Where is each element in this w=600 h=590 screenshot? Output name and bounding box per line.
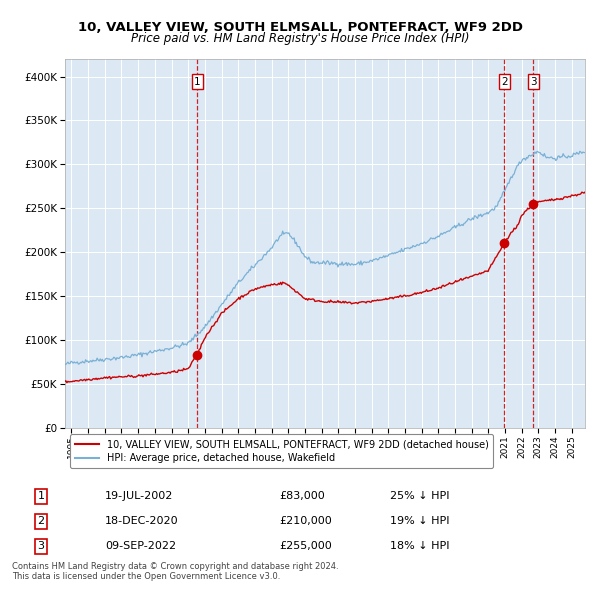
Text: 25% ↓ HPI: 25% ↓ HPI (391, 491, 450, 502)
Text: 10, VALLEY VIEW, SOUTH ELMSALL, PONTEFRACT, WF9 2DD: 10, VALLEY VIEW, SOUTH ELMSALL, PONTEFRA… (77, 21, 523, 34)
Text: Price paid vs. HM Land Registry's House Price Index (HPI): Price paid vs. HM Land Registry's House … (131, 32, 469, 45)
Text: 19% ↓ HPI: 19% ↓ HPI (391, 516, 450, 526)
Text: 3: 3 (38, 542, 44, 552)
Text: 1: 1 (38, 491, 44, 502)
Text: 2: 2 (501, 77, 508, 87)
Text: 1: 1 (194, 77, 200, 87)
Text: 19-JUL-2002: 19-JUL-2002 (105, 491, 173, 502)
Text: 3: 3 (530, 77, 536, 87)
Text: 2: 2 (38, 516, 44, 526)
Text: 18% ↓ HPI: 18% ↓ HPI (391, 542, 450, 552)
Text: £255,000: £255,000 (280, 542, 332, 552)
Legend: 10, VALLEY VIEW, SOUTH ELMSALL, PONTEFRACT, WF9 2DD (detached house), HPI: Avera: 10, VALLEY VIEW, SOUTH ELMSALL, PONTEFRA… (70, 434, 493, 468)
Text: 09-SEP-2022: 09-SEP-2022 (105, 542, 176, 552)
Text: £210,000: £210,000 (280, 516, 332, 526)
Text: £83,000: £83,000 (280, 491, 325, 502)
Text: This data is licensed under the Open Government Licence v3.0.: This data is licensed under the Open Gov… (12, 572, 280, 581)
Text: Contains HM Land Registry data © Crown copyright and database right 2024.: Contains HM Land Registry data © Crown c… (12, 562, 338, 571)
Text: 18-DEC-2020: 18-DEC-2020 (105, 516, 179, 526)
